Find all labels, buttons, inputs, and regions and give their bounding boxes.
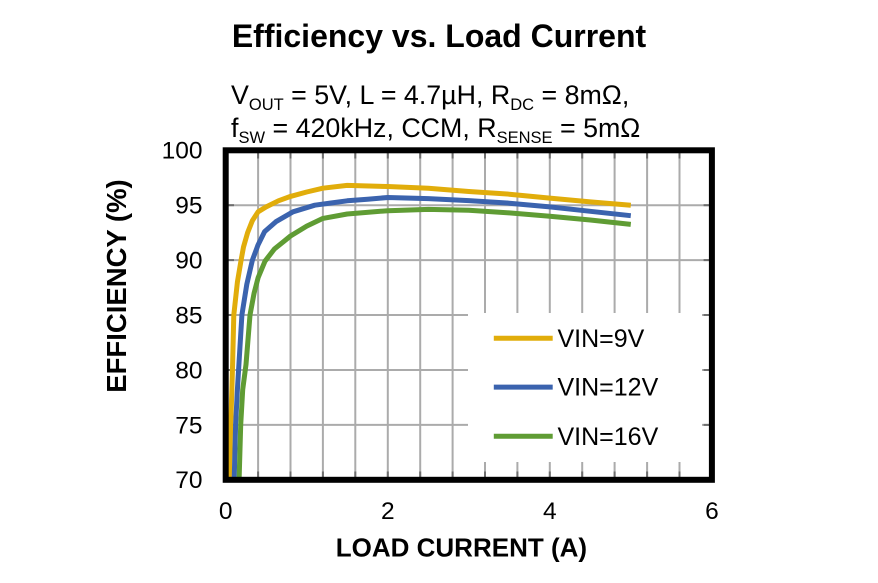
svg-text:EFFICIENCY (%): EFFICIENCY (%) [101, 179, 132, 392]
svg-text:0: 0 [219, 498, 233, 525]
svg-text:VIN=16V: VIN=16V [558, 423, 659, 451]
svg-text:4: 4 [543, 498, 557, 525]
svg-text:VIN=9V: VIN=9V [558, 325, 645, 353]
svg-text:70: 70 [175, 467, 202, 494]
svg-text:VIN=12V: VIN=12V [558, 374, 659, 402]
svg-text:6: 6 [705, 498, 719, 525]
svg-text:80: 80 [175, 357, 202, 384]
svg-text:95: 95 [175, 193, 202, 220]
svg-text:90: 90 [175, 248, 202, 275]
svg-text:2: 2 [381, 498, 395, 525]
svg-text:75: 75 [175, 412, 202, 439]
svg-text:85: 85 [175, 302, 202, 329]
svg-text:100: 100 [162, 138, 203, 165]
svg-text:LOAD CURRENT (A): LOAD CURRENT (A) [336, 532, 587, 562]
